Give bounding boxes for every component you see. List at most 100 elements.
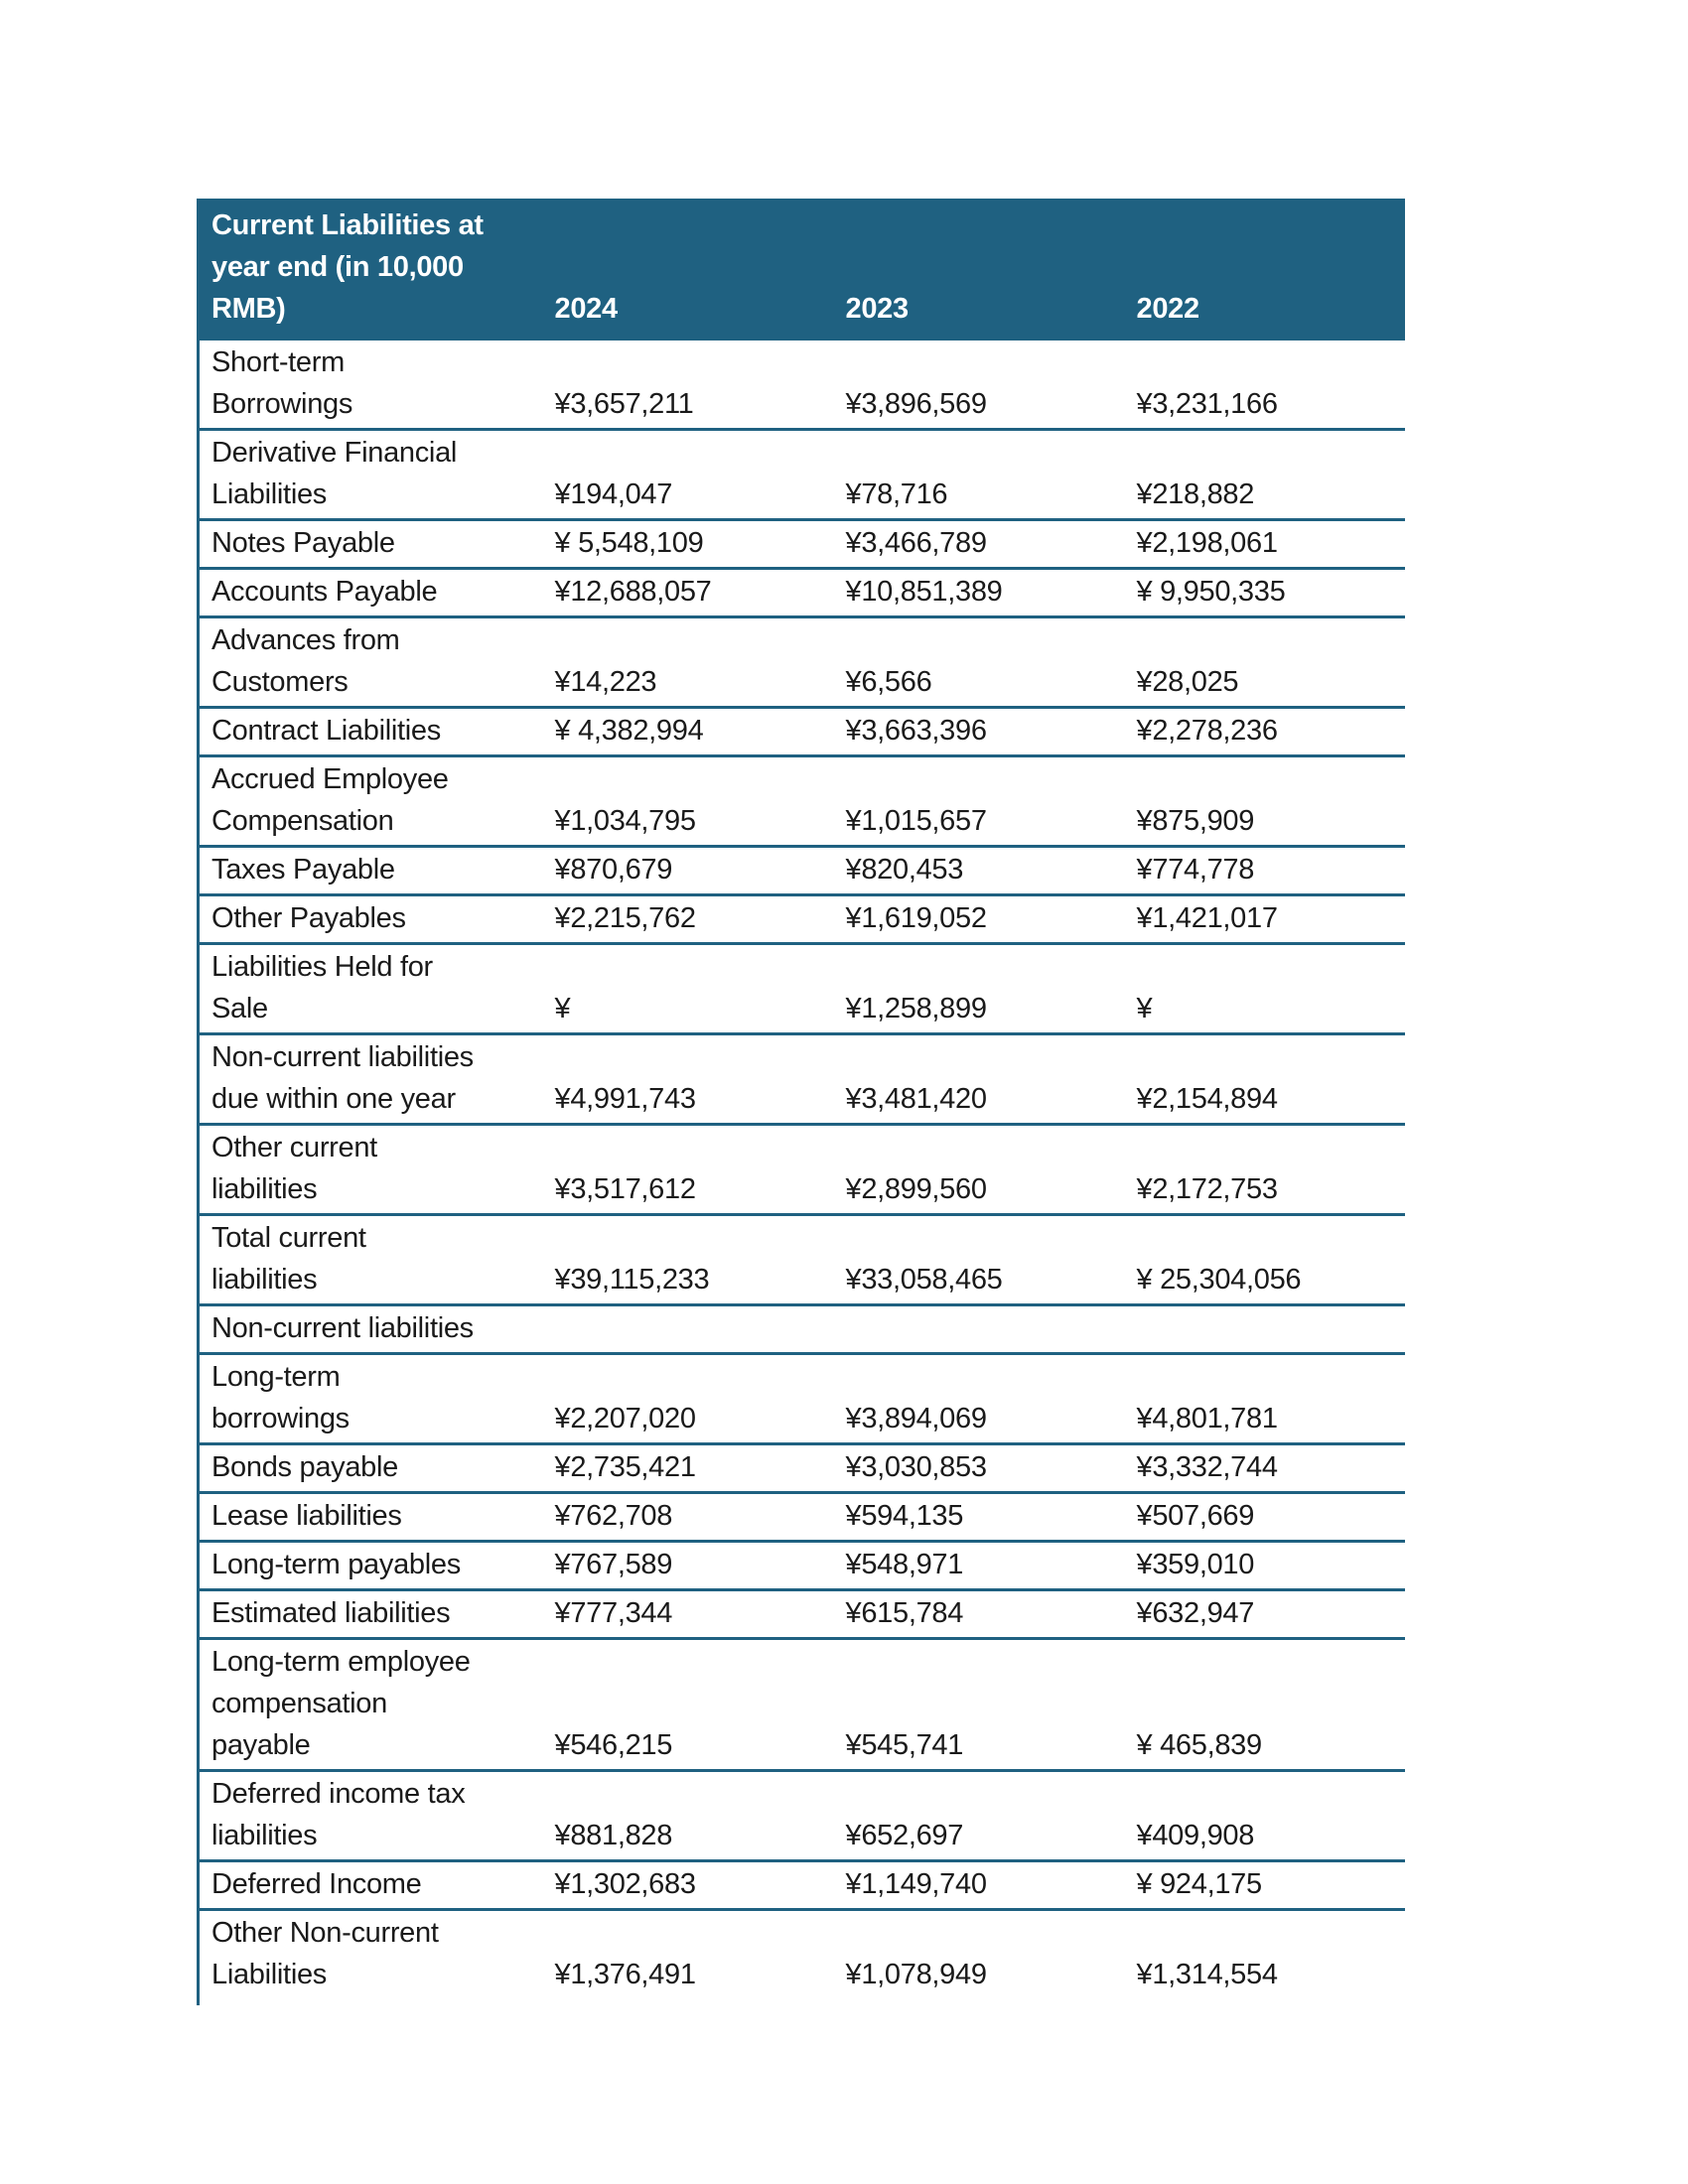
table-row: Non-current liabilities due within one y… [198,1032,1405,1125]
row-label: Other Payables [198,893,543,944]
row-label: Other current liabilities [198,1123,543,1215]
row-value-2024: ¥3,657,211 [542,338,834,430]
row-value-2024: ¥12,688,057 [542,567,834,617]
row-value-2024: ¥777,344 [542,1588,834,1639]
row-label: Long-term employee compensation payable [198,1637,543,1771]
row-value-2024: ¥4,991,743 [542,1032,834,1125]
row-value-2023: ¥545,741 [833,1637,1125,1771]
row-label: Taxes Payable [198,845,543,895]
row-value-2024: ¥767,589 [542,1540,834,1590]
header-row: Current Liabilities at year end (in 10,0… [198,199,1405,340]
row-value-2024: ¥ 4,382,994 [542,706,834,756]
row-value-2023: ¥3,896,569 [833,338,1125,430]
table-title: Current Liabilities at year end (in 10,0… [198,199,543,340]
row-value-2024: ¥3,517,612 [542,1123,834,1215]
row-label: Bonds payable [198,1442,543,1493]
row-value-2024: ¥2,735,421 [542,1442,834,1493]
row-value-2023: ¥652,697 [833,1769,1125,1861]
row-value-2022 [1124,1303,1405,1354]
row-value-2022: ¥1,421,017 [1124,893,1405,944]
table-row: Contract Liabilities ¥ 4,382,994 ¥3,663,39… [198,706,1405,756]
row-value-2022: ¥ 465,839 [1124,1637,1405,1771]
row-value-2023: ¥10,851,389 [833,567,1125,617]
row-label: Advances from Customers [198,615,543,708]
row-value-2022: ¥ [1124,942,1405,1034]
table-row: Lease liabilities ¥762,708 ¥594,135 ¥507,66… [198,1491,1405,1542]
table-row: Long-term payables ¥767,589 ¥548,971 ¥359,0… [198,1540,1405,1590]
row-value-2023: ¥2,899,560 [833,1123,1125,1215]
row-value-2022: ¥218,882 [1124,428,1405,520]
row-value-2024: ¥ 5,548,109 [542,518,834,569]
row-value-2024: ¥546,215 [542,1637,834,1771]
row-value-2022: ¥359,010 [1124,1540,1405,1590]
table-header: Current Liabilities at year end (in 10,0… [198,199,1405,340]
row-label: Total current liabilities [198,1213,543,1305]
row-value-2023: ¥78,716 [833,428,1125,520]
table-row: Liabilities Held for Sale ¥ ¥1,258,899 ¥ [198,942,1405,1034]
row-value-2022: ¥2,154,894 [1124,1032,1405,1125]
row-value-2023: ¥1,078,949 [833,1908,1125,2005]
row-label: Notes Payable [198,518,543,569]
row-value-2024: ¥870,679 [542,845,834,895]
current-liabilities-table: Current Liabilities at year end (in 10,0… [197,199,1405,2005]
row-value-2022: ¥2,172,753 [1124,1123,1405,1215]
row-value-2022: ¥3,332,744 [1124,1442,1405,1493]
table-row: Short-term Borrowings ¥3,657,211 ¥3,896,56… [198,338,1405,430]
table-row: Deferred income tax liabilities ¥881,828 ¥… [198,1769,1405,1861]
column-header-2022: 2022 [1124,199,1405,340]
row-value-2024: ¥ [542,942,834,1034]
row-value-2024: ¥2,215,762 [542,893,834,944]
table-row: Derivative Financial Liabilities ¥194,047… [198,428,1405,520]
row-value-2023: ¥820,453 [833,845,1125,895]
row-value-2023: ¥548,971 [833,1540,1125,1590]
row-label: Contract Liabilities [198,706,543,756]
row-label: Derivative Financial Liabilities [198,428,543,520]
row-value-2024: ¥1,302,683 [542,1859,834,1910]
table-row: Accrued Employee Compensation ¥1,034,795 ¥… [198,754,1405,847]
row-value-2023: ¥3,894,069 [833,1352,1125,1444]
row-value-2022: ¥3,231,166 [1124,338,1405,430]
table-row: Advances from Customers ¥14,223 ¥6,566 ¥28,… [198,615,1405,708]
row-value-2023: ¥6,566 [833,615,1125,708]
table-row: Long-term borrowings ¥2,207,020 ¥3,894,069… [198,1352,1405,1444]
table-row: Estimated liabilities ¥777,344 ¥615,784 ¥63… [198,1588,1405,1639]
row-value-2024: ¥762,708 [542,1491,834,1542]
row-value-2022: ¥875,909 [1124,754,1405,847]
row-value-2024 [542,1303,834,1354]
row-value-2024: ¥39,115,233 [542,1213,834,1305]
row-value-2022: ¥ 25,304,056 [1124,1213,1405,1305]
row-value-2024: ¥14,223 [542,615,834,708]
row-label: Deferred Income [198,1859,543,1910]
row-value-2022: ¥ 924,175 [1124,1859,1405,1910]
table-row: Notes Payable ¥ 5,548,109 ¥3,466,789 ¥2,198… [198,518,1405,569]
row-value-2023: ¥1,015,657 [833,754,1125,847]
row-value-2022: ¥1,314,554 [1124,1908,1405,2005]
row-value-2023: ¥1,619,052 [833,893,1125,944]
row-value-2023: ¥3,663,396 [833,706,1125,756]
table-row: Long-term employee compensation payable ¥… [198,1637,1405,1771]
row-value-2024: ¥2,207,020 [542,1352,834,1444]
row-value-2024: ¥881,828 [542,1769,834,1861]
row-label: Accounts Payable [198,567,543,617]
row-value-2022: ¥ 9,950,335 [1124,567,1405,617]
table-row: Taxes Payable ¥870,679 ¥820,453 ¥774,778 [198,845,1405,895]
row-label: Non-current liabilities due within one y… [198,1032,543,1125]
row-value-2023: ¥33,058,465 [833,1213,1125,1305]
row-value-2023: ¥615,784 [833,1588,1125,1639]
row-value-2023: ¥3,466,789 [833,518,1125,569]
row-value-2024: ¥1,376,491 [542,1908,834,2005]
table-row: Total current liabilities ¥39,115,233 ¥33,… [198,1213,1405,1305]
row-value-2024: ¥1,034,795 [542,754,834,847]
row-value-2022: ¥28,025 [1124,615,1405,708]
row-label: Long-term payables [198,1540,543,1590]
table-body: Short-term Borrowings ¥3,657,211 ¥3,896,56… [198,338,1405,2005]
table-row: Other Non-current Liabilities ¥1,376,491 ¥… [198,1908,1405,2005]
table-row: Non-current liabilities [198,1303,1405,1354]
row-value-2023: ¥3,481,420 [833,1032,1125,1125]
row-label: Short-term Borrowings [198,338,543,430]
row-value-2023: ¥1,258,899 [833,942,1125,1034]
table-row: Bonds payable ¥2,735,421 ¥3,030,853 ¥3,332,… [198,1442,1405,1493]
row-value-2023: ¥1,149,740 [833,1859,1125,1910]
row-label: Accrued Employee Compensation [198,754,543,847]
row-value-2022: ¥774,778 [1124,845,1405,895]
